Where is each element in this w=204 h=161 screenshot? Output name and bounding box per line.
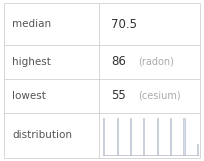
- Bar: [143, 118, 144, 155]
- Text: 55: 55: [111, 90, 126, 102]
- Text: (cesium): (cesium): [138, 91, 181, 101]
- Bar: [183, 118, 184, 155]
- Bar: [157, 118, 158, 155]
- Text: (radon): (radon): [138, 57, 174, 67]
- Text: 86: 86: [111, 55, 126, 68]
- Text: distribution: distribution: [12, 130, 72, 140]
- Bar: [116, 118, 118, 155]
- Text: 70.5: 70.5: [111, 18, 137, 31]
- Bar: [170, 118, 171, 155]
- Text: median: median: [12, 19, 51, 29]
- Text: lowest: lowest: [12, 91, 46, 101]
- Bar: [130, 118, 131, 155]
- Bar: [197, 144, 198, 155]
- Text: highest: highest: [12, 57, 51, 67]
- Bar: [103, 118, 104, 155]
